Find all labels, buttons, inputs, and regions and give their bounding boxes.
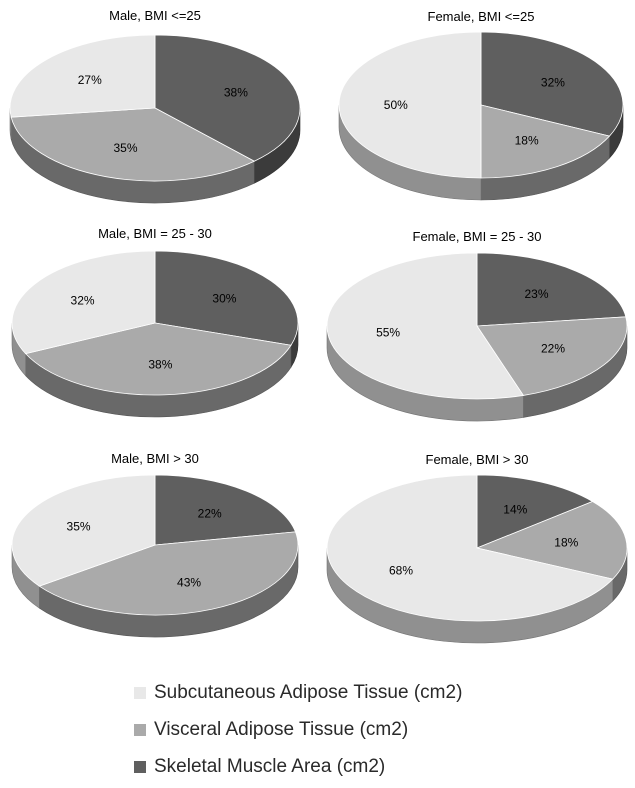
pie-5-slice-muscle [154, 474, 297, 546]
pie-title-2: Female, BMI <=25 [428, 9, 535, 24]
pie-4-slice-visceral [476, 316, 628, 396]
pie-charts-canvas: Male, BMI <=25 38% 35% 27% Female, BMI <=25 3… [9, 8, 628, 644]
pie-5-slice-visceral [38, 531, 299, 616]
legend-swatch-muscle [134, 760, 146, 773]
pie-1-slice-visceral [10, 107, 256, 182]
pie-1-label-muscle: 38% [224, 85, 248, 99]
pie-title-4: Female, BMI = 25 - 30 [413, 229, 542, 244]
pie-4-label-subcutaneous: 55% [376, 326, 400, 340]
legend-swatch-subcutaneous [134, 686, 146, 699]
pie-title-3: Male, BMI = 25 - 30 [98, 226, 212, 241]
pie-6-slice-subcutaneous [326, 474, 614, 622]
pie-2-slice-subcutaneous [338, 31, 482, 179]
pie-1-slice-muscle [154, 34, 301, 162]
pie-5-label-visceral: 43% [177, 575, 201, 589]
pie-5-label-subcutaneous: 35% [67, 520, 91, 534]
pie-1-label-subcutaneous: 27% [78, 73, 102, 87]
pie-4-slice-subcutaneous [326, 252, 525, 400]
pie-chart-3: Male, BMI = 25 - 30 30% 38% 32% [11, 226, 299, 418]
legend-swatch-visceral [134, 723, 146, 736]
pie-6-slice-muscle [476, 474, 594, 549]
pie-chart-1: Male, BMI <=25 38% 35% 27% [9, 8, 301, 204]
pie-5-slice-subcutaneous [11, 474, 156, 587]
pie-4-slice-muscle [476, 252, 627, 327]
pie-6-label-subcutaneous: 68% [389, 564, 413, 578]
pie-chart-5: Male, BMI > 30 22% 43% 35% [11, 451, 299, 638]
pie-2-label-visceral: 18% [515, 134, 539, 148]
pie-3-label-subcutaneous: 32% [71, 294, 95, 308]
pie-chart-2: Female, BMI <=25 32% 18% 50% [338, 9, 624, 201]
pie-3-label-visceral: 38% [148, 358, 172, 372]
pie-chart-6: Female, BMI > 30 14% 18% 68% [326, 452, 628, 644]
pie-1-slice-subcutaneous [9, 34, 156, 118]
pie-title-1: Male, BMI <=25 [109, 8, 201, 23]
pie-3-label-muscle: 30% [212, 291, 236, 305]
pie-3-slice-subcutaneous [11, 250, 156, 355]
pie-title-6: Female, BMI > 30 [426, 452, 529, 467]
pie-4-label-visceral: 22% [541, 342, 565, 356]
legend-label-visceral: Visceral Adipose Tissue (cm2) [154, 718, 409, 740]
legend-item-visceral: Visceral Adipose Tissue (cm2) [134, 711, 462, 748]
legend-label-muscle: Skeletal Muscle Area (cm2) [154, 755, 386, 777]
pie-4-label-muscle: 23% [525, 287, 549, 301]
pie-5-label-muscle: 22% [198, 507, 222, 521]
pie-chart-4: Female, BMI = 25 - 30 23% 22% 55% [326, 229, 628, 422]
pie-6-label-visceral: 18% [554, 536, 578, 550]
pie-6-label-muscle: 14% [503, 503, 527, 517]
pie-2-label-muscle: 32% [541, 75, 565, 89]
pie-6-slice-visceral [475, 501, 628, 580]
pie-3-slice-muscle [154, 250, 299, 346]
pie-2-label-subcutaneous: 50% [384, 98, 408, 112]
pie-2-slice-visceral [480, 104, 611, 179]
pie-1-label-visceral: 35% [114, 141, 138, 155]
pie-2-slice-muscle [480, 31, 624, 137]
legend-item-subcutaneous: Subcutaneous Adipose Tissue (cm2) [134, 674, 462, 711]
legend: Subcutaneous Adipose Tissue (cm2) Viscer… [134, 674, 462, 785]
pie-3-slice-visceral [24, 322, 292, 396]
legend-item-muscle: Skeletal Muscle Area (cm2) [134, 748, 462, 785]
legend-label-subcutaneous: Subcutaneous Adipose Tissue (cm2) [154, 681, 463, 703]
pie-title-5: Male, BMI > 30 [111, 451, 199, 466]
